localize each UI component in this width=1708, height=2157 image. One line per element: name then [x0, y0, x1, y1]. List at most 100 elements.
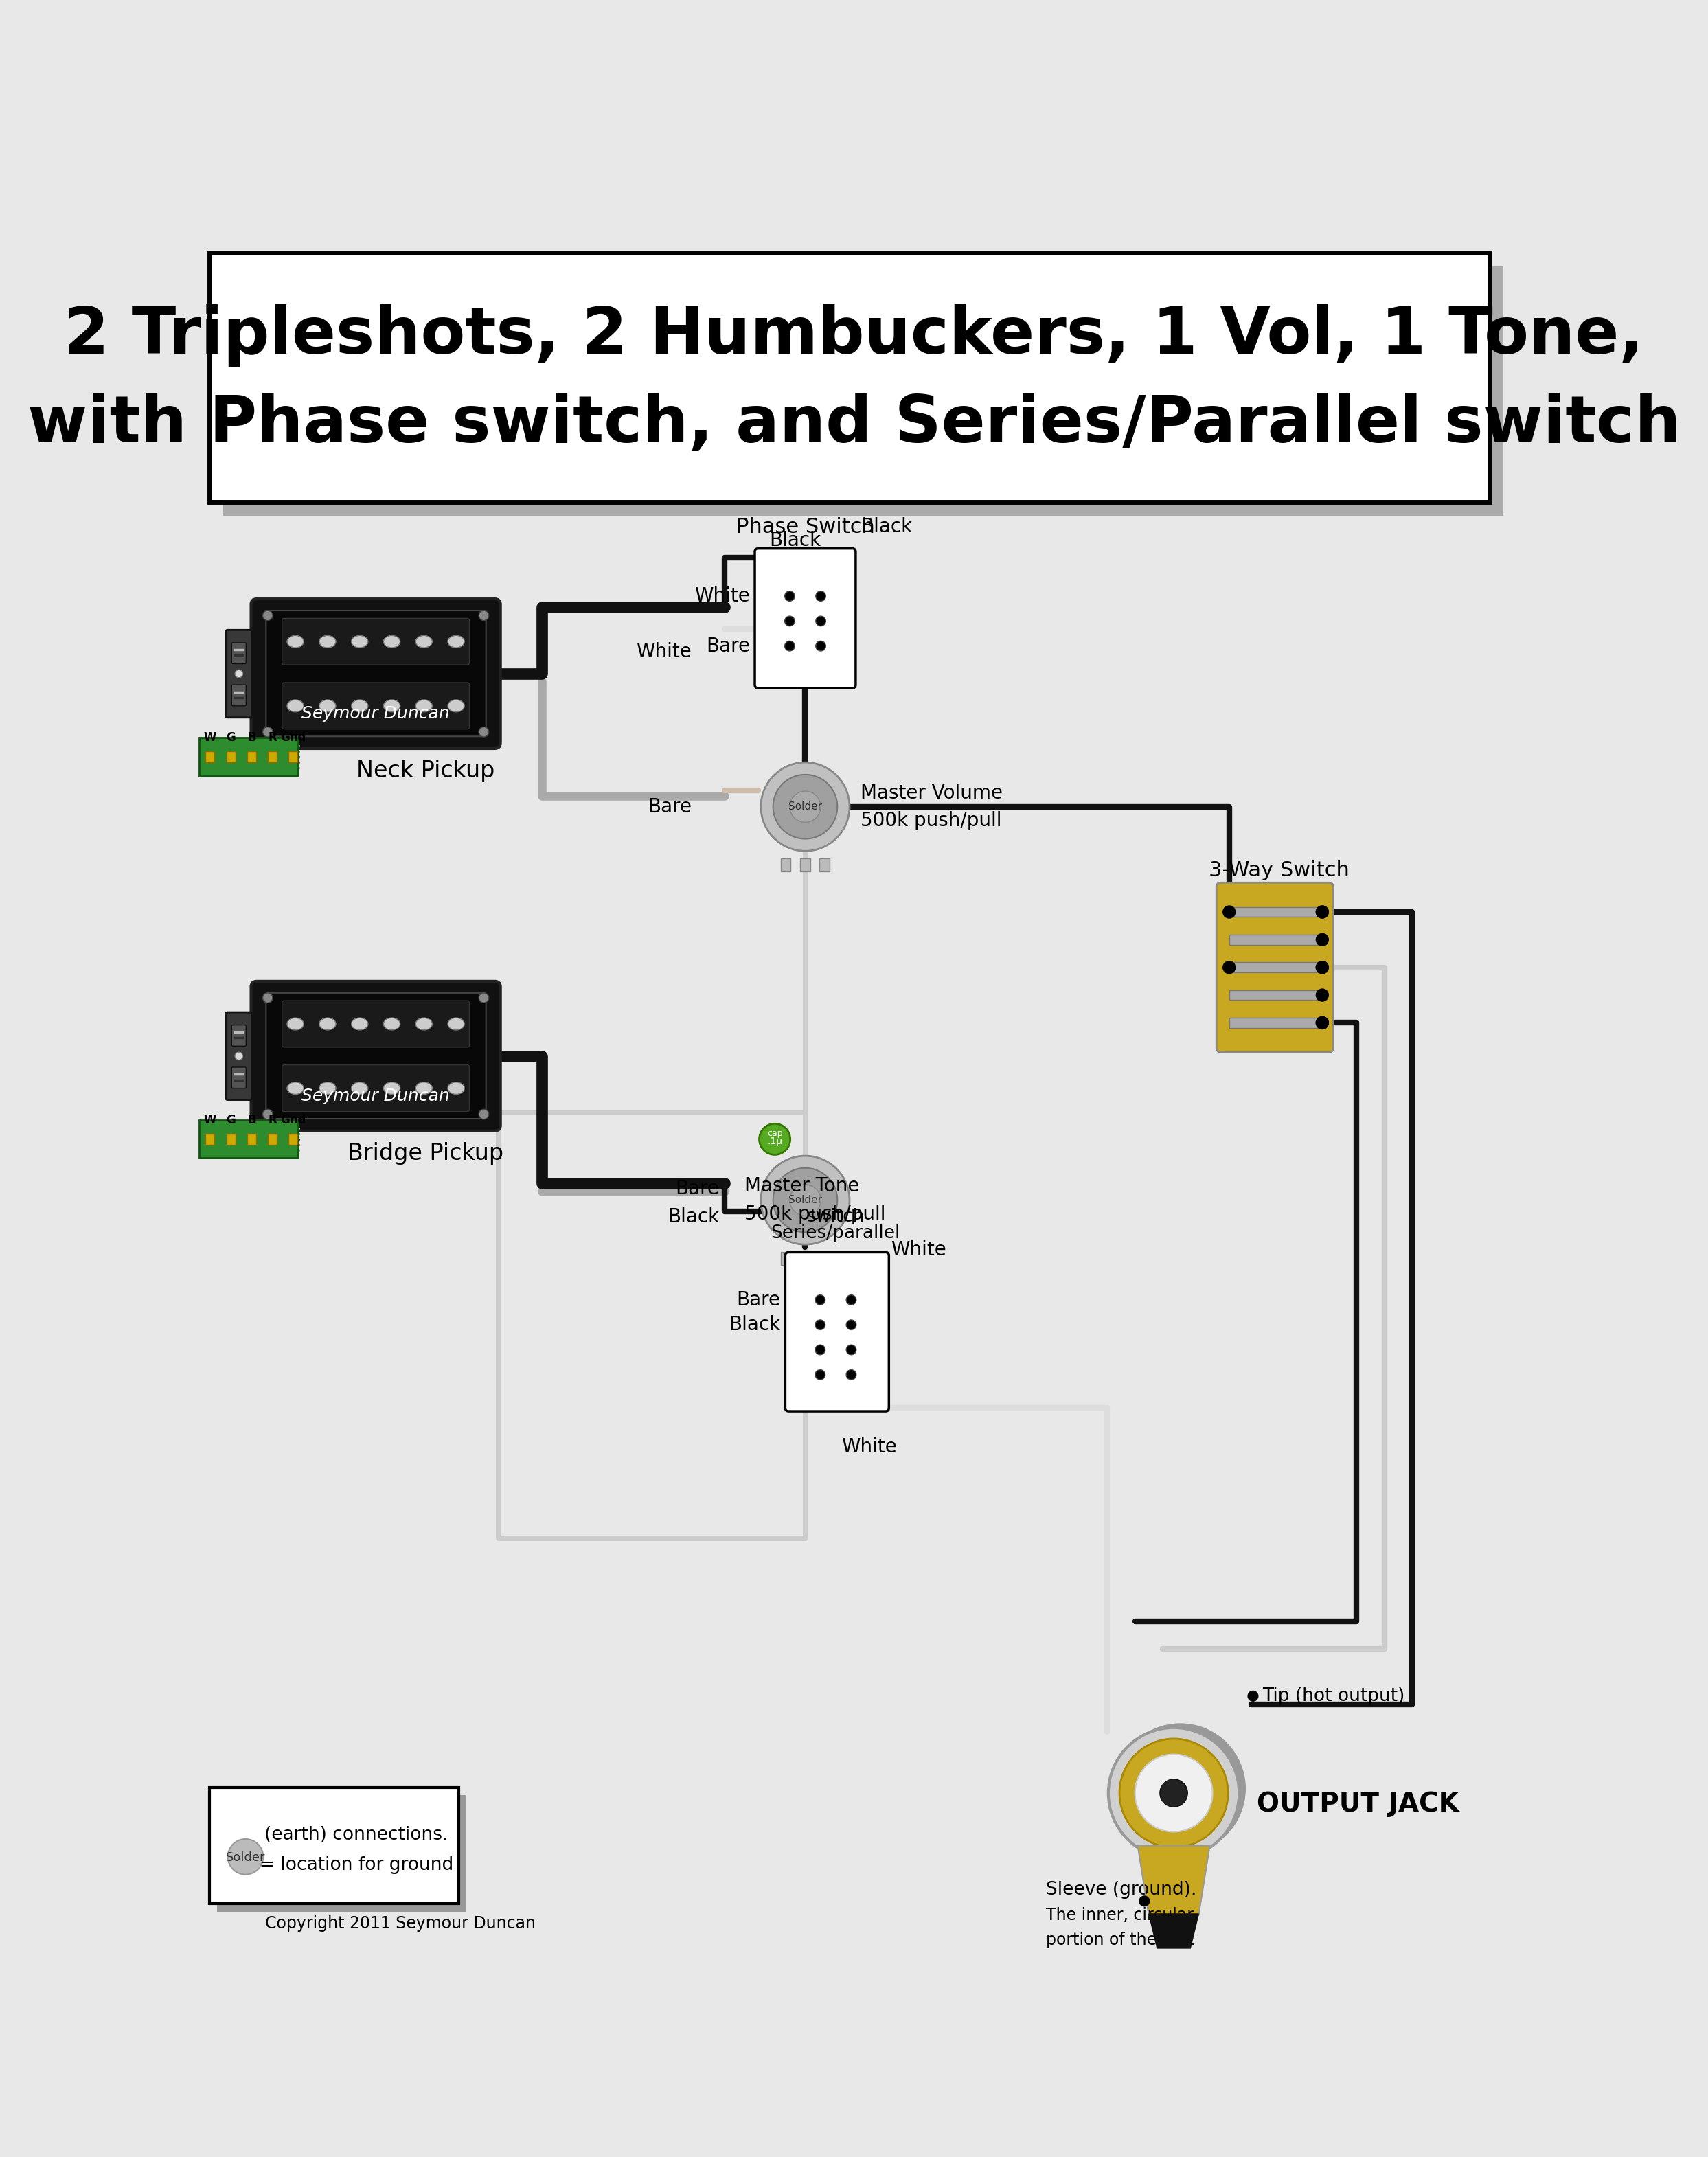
Text: Black: Black — [729, 1316, 781, 1335]
Text: 3-Way Switch: 3-Way Switch — [1209, 861, 1349, 880]
Circle shape — [1223, 906, 1237, 919]
Bar — [1230, 934, 1319, 945]
FancyBboxPatch shape — [1216, 882, 1334, 1053]
Circle shape — [815, 1320, 825, 1331]
Text: White: White — [695, 587, 750, 606]
Ellipse shape — [287, 699, 304, 712]
Bar — [248, 751, 256, 761]
Circle shape — [1315, 960, 1329, 975]
Circle shape — [1315, 1016, 1329, 1029]
Text: switch: switch — [806, 1208, 864, 1225]
Circle shape — [263, 1109, 273, 1119]
Ellipse shape — [447, 699, 465, 712]
Text: Phase Switch: Phase Switch — [736, 518, 874, 537]
Text: Gnd: Gnd — [280, 1113, 306, 1126]
Circle shape — [760, 1156, 849, 1245]
Text: Seymour Duncan: Seymour Duncan — [302, 705, 449, 723]
Circle shape — [236, 1053, 243, 1059]
Circle shape — [815, 1294, 825, 1305]
Circle shape — [1315, 960, 1329, 975]
Bar — [820, 858, 830, 871]
Bar — [1230, 990, 1319, 1001]
Circle shape — [1160, 1780, 1187, 1808]
Text: Gnd: Gnd — [280, 731, 306, 744]
Bar — [248, 1135, 256, 1145]
Circle shape — [1315, 934, 1329, 947]
Bar — [801, 858, 810, 871]
Circle shape — [478, 992, 488, 1003]
Text: R: R — [268, 1113, 277, 1126]
Text: Black: Black — [861, 518, 912, 537]
Ellipse shape — [415, 636, 432, 647]
Ellipse shape — [415, 1083, 432, 1094]
FancyBboxPatch shape — [282, 1001, 470, 1046]
Text: Neck Pickup: Neck Pickup — [357, 759, 495, 783]
Ellipse shape — [352, 699, 367, 712]
Text: Bare: Bare — [736, 1290, 781, 1309]
FancyBboxPatch shape — [210, 252, 1489, 503]
Ellipse shape — [384, 1083, 400, 1094]
Circle shape — [263, 610, 273, 621]
Bar — [205, 1135, 215, 1145]
Ellipse shape — [352, 636, 367, 647]
Circle shape — [478, 610, 488, 621]
FancyBboxPatch shape — [224, 267, 1503, 516]
Bar — [268, 751, 277, 761]
FancyBboxPatch shape — [282, 619, 470, 664]
Circle shape — [1315, 906, 1329, 919]
Circle shape — [784, 617, 794, 626]
Ellipse shape — [384, 1018, 400, 1031]
Circle shape — [784, 591, 794, 602]
Text: 2 Tripleshots, 2 Humbuckers, 1 Vol, 1 Tone,: 2 Tripleshots, 2 Humbuckers, 1 Vol, 1 To… — [65, 304, 1643, 367]
Text: The inner, circular: The inner, circular — [1047, 1907, 1194, 1924]
Ellipse shape — [319, 699, 336, 712]
Circle shape — [1315, 988, 1329, 1001]
Circle shape — [1139, 1896, 1149, 1907]
Circle shape — [815, 1344, 825, 1355]
Circle shape — [845, 1344, 856, 1355]
Text: with Phase switch, and Series/Parallel switch: with Phase switch, and Series/Parallel s… — [27, 393, 1681, 455]
Text: 500k push/pull: 500k push/pull — [745, 1204, 885, 1223]
Text: White: White — [635, 643, 692, 662]
Ellipse shape — [319, 636, 336, 647]
FancyBboxPatch shape — [266, 610, 487, 736]
Ellipse shape — [447, 1083, 465, 1094]
Bar — [1230, 1018, 1319, 1027]
Polygon shape — [1138, 1846, 1209, 1915]
Text: .1μ: .1μ — [767, 1137, 782, 1145]
Text: Copyright 2011 Seymour Duncan: Copyright 2011 Seymour Duncan — [265, 1915, 536, 1931]
Text: Sleeve (ground).: Sleeve (ground). — [1047, 1881, 1197, 1898]
FancyBboxPatch shape — [282, 682, 470, 729]
Text: Solder: Solder — [789, 802, 822, 811]
Bar — [781, 1251, 791, 1264]
FancyBboxPatch shape — [198, 738, 299, 777]
FancyBboxPatch shape — [225, 630, 253, 718]
Circle shape — [263, 992, 273, 1003]
Circle shape — [845, 1370, 856, 1380]
Text: Solder: Solder — [789, 1195, 822, 1206]
FancyBboxPatch shape — [786, 1253, 888, 1411]
Circle shape — [263, 727, 273, 738]
Ellipse shape — [447, 1018, 465, 1031]
Circle shape — [1108, 1728, 1238, 1859]
Circle shape — [774, 1167, 837, 1232]
Ellipse shape — [319, 1083, 336, 1094]
Circle shape — [227, 1840, 263, 1874]
Bar — [801, 1251, 810, 1264]
Text: = location for ground: = location for ground — [260, 1857, 453, 1874]
Ellipse shape — [287, 1083, 304, 1094]
Text: B: B — [248, 1113, 256, 1126]
Polygon shape — [1149, 1913, 1199, 1948]
Text: Bare: Bare — [647, 798, 692, 815]
FancyBboxPatch shape — [251, 600, 500, 748]
Circle shape — [1134, 1754, 1213, 1831]
Circle shape — [789, 1184, 822, 1217]
Bar — [1230, 962, 1319, 973]
Bar — [205, 751, 215, 761]
Circle shape — [1223, 960, 1237, 975]
Ellipse shape — [287, 636, 304, 647]
Text: 500k push/pull: 500k push/pull — [861, 811, 1003, 830]
Circle shape — [816, 617, 825, 626]
Text: Series/parallel: Series/parallel — [770, 1225, 900, 1242]
FancyBboxPatch shape — [251, 981, 500, 1130]
